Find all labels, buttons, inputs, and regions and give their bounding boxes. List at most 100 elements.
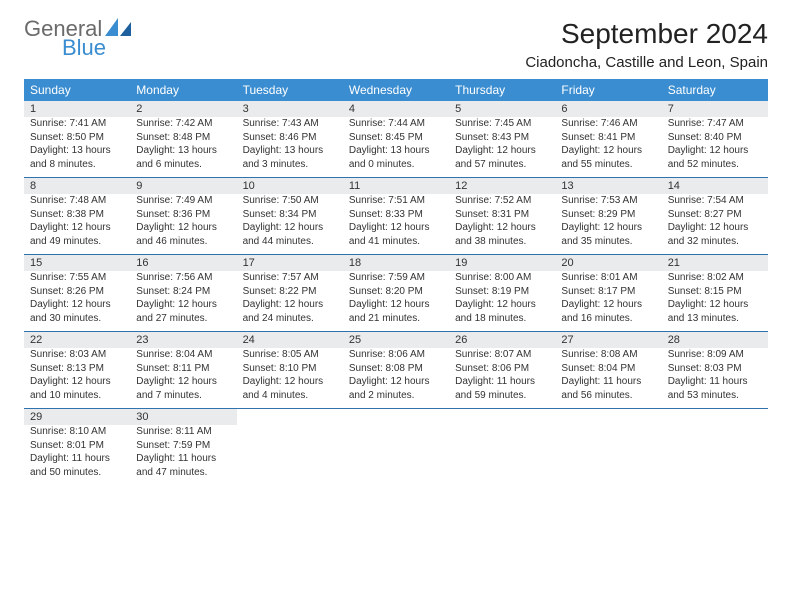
day-number-row: 22232425262728: [24, 332, 768, 349]
day-sr: Sunrise: 8:08 AM: [561, 348, 655, 362]
day-sr: Sunrise: 7:46 AM: [561, 117, 655, 131]
day-number-cell: [555, 409, 661, 426]
day-ss: Sunset: 8:29 PM: [561, 208, 655, 222]
day-d2: and 56 minutes.: [561, 389, 655, 403]
day-d2: and 44 minutes.: [243, 235, 337, 249]
day-d2: and 2 minutes.: [349, 389, 443, 403]
day-detail-cell: Sunrise: 7:57 AMSunset: 8:22 PMDaylight:…: [237, 271, 343, 332]
day-ss: Sunset: 8:22 PM: [243, 285, 337, 299]
day-d1: Daylight: 12 hours: [30, 298, 124, 312]
day-sr: Sunrise: 7:52 AM: [455, 194, 549, 208]
day-detail-cell: Sunrise: 8:03 AMSunset: 8:13 PMDaylight:…: [24, 348, 130, 409]
day-detail-cell: Sunrise: 7:42 AMSunset: 8:48 PMDaylight:…: [130, 117, 236, 178]
day-ss: Sunset: 8:03 PM: [668, 362, 762, 376]
day-detail-row: Sunrise: 8:03 AMSunset: 8:13 PMDaylight:…: [24, 348, 768, 409]
day-detail-cell: [555, 425, 661, 485]
day-d2: and 47 minutes.: [136, 466, 230, 480]
day-detail-cell: Sunrise: 7:53 AMSunset: 8:29 PMDaylight:…: [555, 194, 661, 255]
logo-text-block: General Blue: [24, 18, 131, 59]
day-sr: Sunrise: 8:11 AM: [136, 425, 230, 439]
day-d1: Daylight: 11 hours: [136, 452, 230, 466]
day-d1: Daylight: 12 hours: [243, 221, 337, 235]
day-d1: Daylight: 11 hours: [561, 375, 655, 389]
day-d2: and 10 minutes.: [30, 389, 124, 403]
day-number-cell: 25: [343, 332, 449, 349]
day-d1: Daylight: 13 hours: [30, 144, 124, 158]
day-ss: Sunset: 8:43 PM: [455, 131, 549, 145]
day-sr: Sunrise: 8:02 AM: [668, 271, 762, 285]
day-number-row: 2930: [24, 409, 768, 426]
day-d2: and 49 minutes.: [30, 235, 124, 249]
day-d1: Daylight: 12 hours: [668, 144, 762, 158]
day-detail-cell: Sunrise: 7:47 AMSunset: 8:40 PMDaylight:…: [662, 117, 768, 178]
day-ss: Sunset: 8:45 PM: [349, 131, 443, 145]
day-d1: Daylight: 12 hours: [30, 221, 124, 235]
day-ss: Sunset: 7:59 PM: [136, 439, 230, 453]
day-number-cell: 9: [130, 178, 236, 195]
day-d1: Daylight: 13 hours: [349, 144, 443, 158]
day-detail-cell: Sunrise: 7:45 AMSunset: 8:43 PMDaylight:…: [449, 117, 555, 178]
day-d1: Daylight: 12 hours: [243, 375, 337, 389]
day-number-cell: 7: [662, 101, 768, 117]
day-d1: Daylight: 13 hours: [136, 144, 230, 158]
day-number-cell: 17: [237, 255, 343, 272]
day-d2: and 46 minutes.: [136, 235, 230, 249]
day-detail-row: Sunrise: 8:10 AMSunset: 8:01 PMDaylight:…: [24, 425, 768, 485]
day-d2: and 6 minutes.: [136, 158, 230, 172]
day-d2: and 30 minutes.: [30, 312, 124, 326]
day-d1: Daylight: 11 hours: [668, 375, 762, 389]
day-d1: Daylight: 12 hours: [561, 221, 655, 235]
day-ss: Sunset: 8:31 PM: [455, 208, 549, 222]
day-sr: Sunrise: 7:45 AM: [455, 117, 549, 131]
day-number-cell: 4: [343, 101, 449, 117]
day-ss: Sunset: 8:17 PM: [561, 285, 655, 299]
day-number-cell: 21: [662, 255, 768, 272]
day-sr: Sunrise: 7:55 AM: [30, 271, 124, 285]
day-number-cell: 14: [662, 178, 768, 195]
day-detail-cell: Sunrise: 7:52 AMSunset: 8:31 PMDaylight:…: [449, 194, 555, 255]
day-number-cell: [343, 409, 449, 426]
day-d1: Daylight: 13 hours: [243, 144, 337, 158]
day-sr: Sunrise: 7:59 AM: [349, 271, 443, 285]
day-header-cell: Sunday: [24, 79, 130, 101]
day-d1: Daylight: 12 hours: [243, 298, 337, 312]
day-detail-cell: Sunrise: 7:50 AMSunset: 8:34 PMDaylight:…: [237, 194, 343, 255]
day-number-row: 891011121314: [24, 178, 768, 195]
day-number-cell: [449, 409, 555, 426]
day-sr: Sunrise: 8:01 AM: [561, 271, 655, 285]
day-ss: Sunset: 8:13 PM: [30, 362, 124, 376]
day-detail-cell: Sunrise: 8:00 AMSunset: 8:19 PMDaylight:…: [449, 271, 555, 332]
day-number-cell: 6: [555, 101, 661, 117]
day-number-cell: 11: [343, 178, 449, 195]
day-sr: Sunrise: 8:10 AM: [30, 425, 124, 439]
day-sr: Sunrise: 7:56 AM: [136, 271, 230, 285]
day-detail-cell: Sunrise: 7:59 AMSunset: 8:20 PMDaylight:…: [343, 271, 449, 332]
day-d2: and 32 minutes.: [668, 235, 762, 249]
day-ss: Sunset: 8:34 PM: [243, 208, 337, 222]
page-title: September 2024: [525, 18, 768, 50]
day-d1: Daylight: 11 hours: [30, 452, 124, 466]
day-header-cell: Saturday: [662, 79, 768, 101]
day-number-cell: [662, 409, 768, 426]
day-detail-cell: [237, 425, 343, 485]
day-number-cell: 18: [343, 255, 449, 272]
logo: General Blue: [24, 18, 131, 59]
day-number-cell: 1: [24, 101, 130, 117]
day-header-cell: Friday: [555, 79, 661, 101]
day-number-cell: 20: [555, 255, 661, 272]
day-detail-cell: [449, 425, 555, 485]
day-sr: Sunrise: 7:44 AM: [349, 117, 443, 131]
day-sr: Sunrise: 7:41 AM: [30, 117, 124, 131]
day-detail-cell: Sunrise: 7:41 AMSunset: 8:50 PMDaylight:…: [24, 117, 130, 178]
day-number-cell: 23: [130, 332, 236, 349]
day-sr: Sunrise: 7:43 AM: [243, 117, 337, 131]
day-header-row: SundayMondayTuesdayWednesdayThursdayFrid…: [24, 79, 768, 101]
logo-blue: Blue: [62, 37, 131, 59]
day-d2: and 21 minutes.: [349, 312, 443, 326]
day-ss: Sunset: 8:08 PM: [349, 362, 443, 376]
day-ss: Sunset: 8:38 PM: [30, 208, 124, 222]
day-d2: and 24 minutes.: [243, 312, 337, 326]
day-header-cell: Monday: [130, 79, 236, 101]
title-block: September 2024 Ciadoncha, Castille and L…: [525, 18, 768, 71]
day-sr: Sunrise: 8:00 AM: [455, 271, 549, 285]
